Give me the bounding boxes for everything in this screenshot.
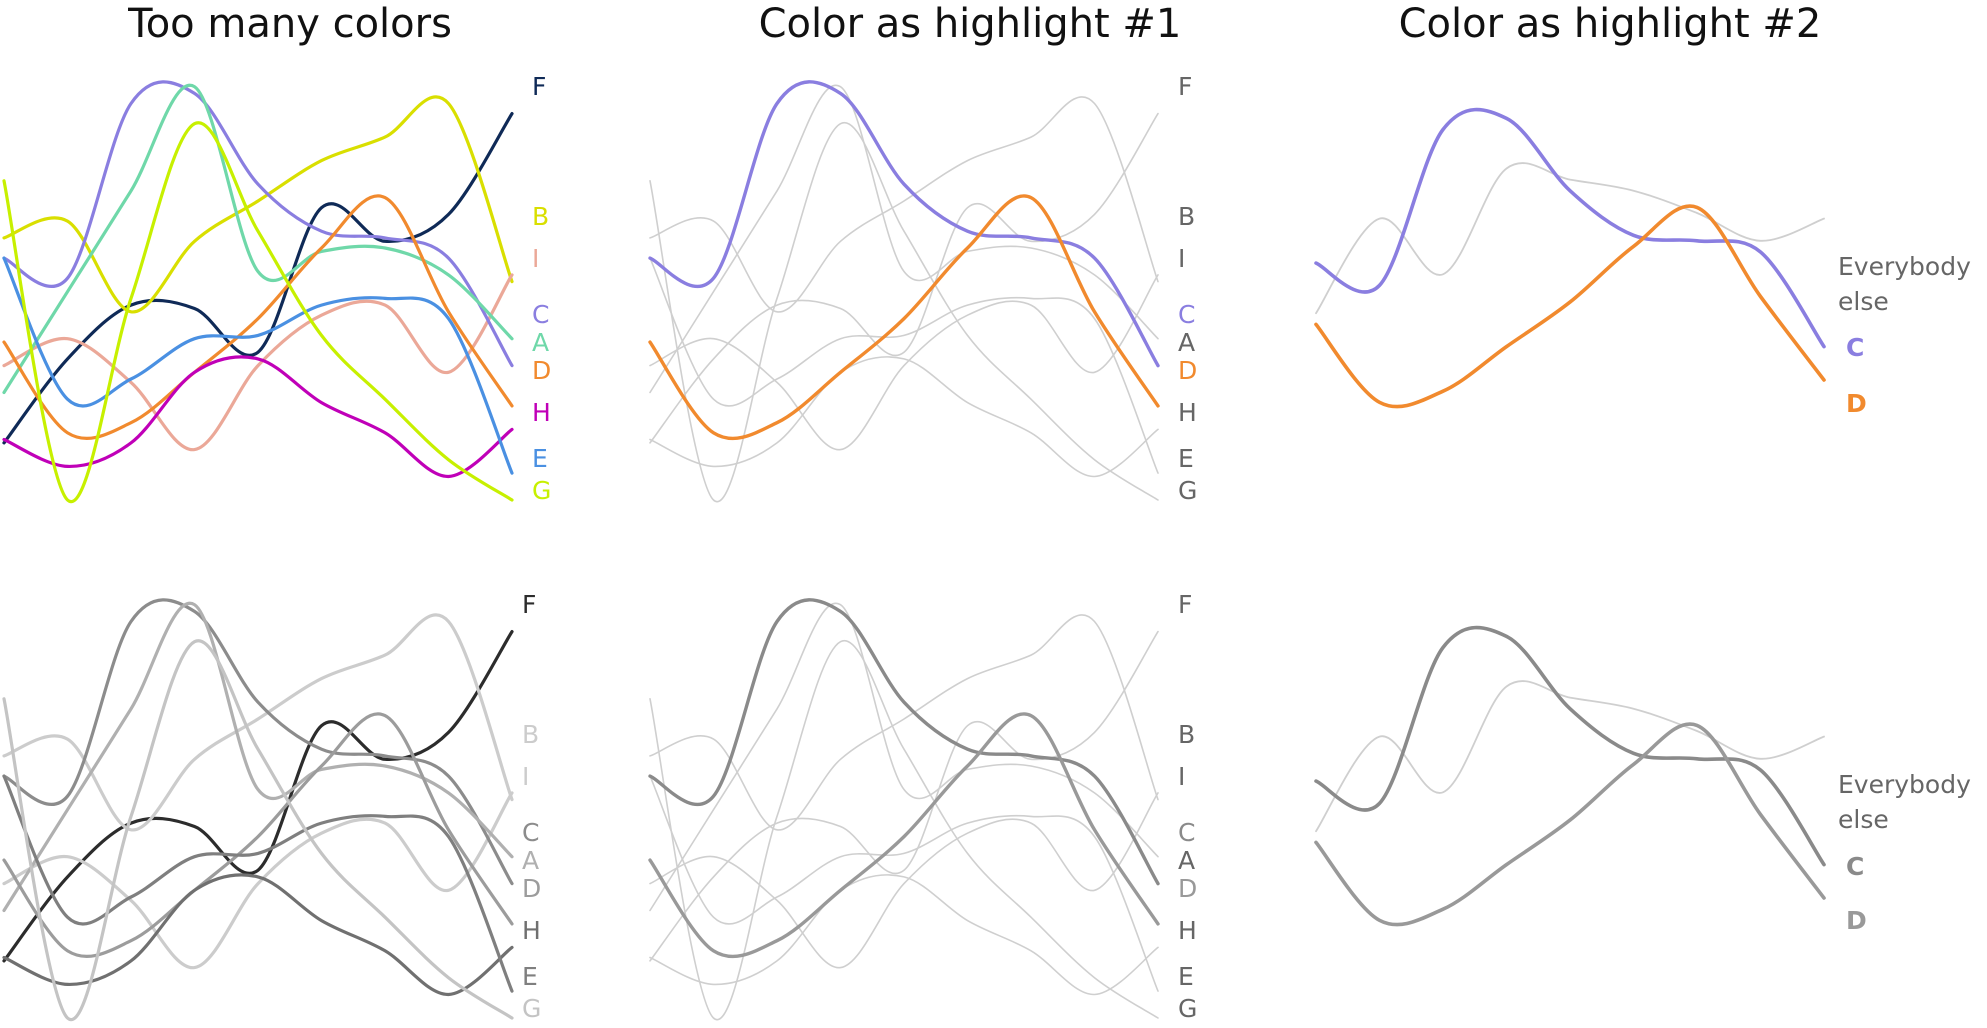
series-line-g	[2, 121, 514, 504]
series-label-g: G	[532, 476, 551, 505]
series-label-b: B	[532, 202, 549, 231]
series-line-i	[649, 274, 1159, 451]
series-label-g: G	[1178, 476, 1197, 505]
series-label-h: H	[522, 916, 541, 945]
series-line-c	[1314, 107, 1826, 349]
series-line-d	[2, 194, 514, 440]
series-label-e: E	[532, 444, 548, 473]
series-label-f: F	[1178, 72, 1192, 101]
panel-title-too-many-colors: Too many colors	[128, 1, 452, 47]
chart-panel-5: Everybody else CD	[1314, 625, 1971, 935]
series-label-a: A	[522, 846, 539, 875]
series-label-c: C	[1846, 333, 1864, 362]
series-label-f: F	[1178, 590, 1192, 619]
panel-title-highlight-2: Color as highlight #2	[1398, 1, 1822, 47]
series-line-a	[2, 83, 514, 395]
series-label-a: A	[532, 328, 549, 357]
series-line-g	[2, 639, 514, 1022]
series-label-d: D	[532, 356, 551, 385]
series-line-c	[648, 598, 1160, 886]
series-line-i	[2, 791, 514, 970]
series-label-a: A	[1178, 328, 1195, 357]
series-label-d: D	[522, 874, 541, 903]
series-line-f	[2, 630, 514, 963]
series-line-c	[1314, 625, 1826, 867]
series-line-h	[649, 874, 1159, 996]
series-label-b: B	[1178, 720, 1195, 749]
series-label-f: F	[522, 590, 536, 619]
series-line-d	[1314, 204, 1826, 409]
series-line-a	[649, 602, 1159, 912]
context-label-line-1: Everybody	[1838, 770, 1971, 799]
series-line-a	[649, 84, 1159, 394]
series-label-c: C	[1178, 818, 1195, 847]
series-line-g	[649, 121, 1159, 503]
series-label-g: G	[522, 994, 541, 1023]
series-line-c	[648, 80, 1160, 368]
series-label-i: I	[1178, 762, 1185, 791]
series-line-b	[649, 96, 1159, 313]
series-line-e	[2, 774, 514, 993]
series-label-i: I	[1178, 244, 1185, 273]
series-label-h: H	[1178, 398, 1197, 427]
series-label-i: I	[522, 762, 529, 791]
series-line-d	[648, 194, 1160, 441]
series-label-a: A	[1178, 846, 1195, 875]
series-label-c: C	[532, 300, 549, 329]
context-label-line-1: Everybody	[1838, 252, 1971, 281]
series-line-h	[2, 873, 514, 997]
series-label-d: D	[1178, 874, 1197, 903]
series-line-i	[649, 792, 1159, 969]
series-line-e	[649, 775, 1159, 992]
series-label-c: C	[1178, 300, 1195, 329]
series-line-d	[1314, 722, 1826, 927]
series-line-everybody-else	[1315, 162, 1825, 315]
series-label-b: B	[522, 720, 539, 749]
series-line-e	[2, 256, 514, 475]
context-label-line-2: else	[1838, 287, 1889, 316]
series-label-e: E	[1178, 444, 1194, 473]
series-label-h: H	[532, 398, 551, 427]
series-line-f	[649, 630, 1159, 962]
series-line-b	[649, 614, 1159, 831]
panel-title-highlight-1: Color as highlight #1	[758, 1, 1182, 47]
series-label-e: E	[522, 962, 538, 991]
series-line-c	[2, 80, 514, 368]
series-line-d	[648, 712, 1160, 959]
series-line-d	[2, 712, 514, 958]
series-label-h: H	[1178, 916, 1197, 945]
series-label-d: D	[1846, 906, 1867, 935]
series-label-f: F	[532, 72, 546, 101]
series-line-h	[649, 356, 1159, 478]
series-line-c	[2, 598, 514, 886]
series-label-b: B	[1178, 202, 1195, 231]
series-line-g	[649, 639, 1159, 1021]
series-line-b	[2, 613, 514, 832]
series-label-c: C	[1846, 852, 1864, 881]
series-line-everybody-else	[1315, 680, 1825, 833]
chart-panel-4: Everybody else CD	[1314, 107, 1971, 418]
series-line-f	[649, 112, 1159, 444]
series-line-f	[2, 112, 514, 445]
context-label-line-2: else	[1838, 805, 1889, 834]
series-label-c: C	[522, 818, 539, 847]
series-label-e: E	[1178, 962, 1194, 991]
series-line-a	[2, 601, 514, 913]
series-label-i: I	[532, 244, 539, 273]
series-label-d: D	[1178, 356, 1197, 385]
series-line-i	[2, 273, 514, 452]
series-label-g: G	[1178, 994, 1197, 1023]
series-line-e	[649, 257, 1159, 474]
series-line-b	[2, 95, 514, 314]
series-label-d: D	[1846, 389, 1867, 418]
series-line-h	[2, 355, 514, 479]
